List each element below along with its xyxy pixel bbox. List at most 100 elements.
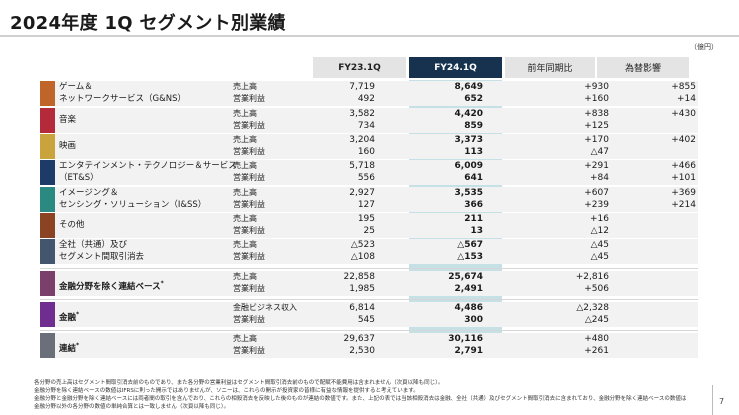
footnote-marker: *: [76, 342, 80, 349]
value-yoy: +291: [584, 161, 609, 171]
summary-label-text: 金融: [59, 312, 77, 323]
value-fy23: △523: [350, 240, 375, 250]
value-fx: +369: [671, 188, 696, 198]
segment-color-bar: [40, 134, 55, 159]
unit-label: （億円）: [690, 43, 718, 51]
summary-band: [40, 333, 698, 358]
metric-label: 売上高: [233, 214, 257, 223]
segment-band: [40, 81, 698, 106]
value-fy23: 6,814: [349, 303, 375, 313]
summary-label-text: 連結: [59, 343, 77, 354]
footnote-2: 金融分野を除く連結ベースの数値はIFRSに則った開示ではありませんが、ソニーは、…: [34, 388, 419, 394]
metric-label: 営業利益: [233, 147, 265, 156]
value-fy23: 492: [357, 94, 375, 104]
metric-label: 売上高: [233, 109, 257, 118]
metric-label: 売上高: [233, 188, 257, 197]
value-yoy: △2,328: [576, 303, 609, 313]
value-fy24: 3,535: [454, 188, 483, 198]
value-fy24: 211: [464, 214, 483, 224]
summary-divider: [40, 330, 698, 331]
value-yoy: +84: [590, 173, 609, 183]
summary-color-bar: [40, 333, 55, 358]
value-fy24: 30,116: [448, 334, 483, 344]
value-fy23: 22,858: [343, 272, 376, 282]
value-fy24: 25,674: [448, 272, 483, 282]
segment-color-bar: [40, 160, 55, 185]
footnote-4: 金融分野以外の各分野の数値の単純合算とは一致しません（次頁以降も同じ）。: [34, 404, 230, 410]
segment-label: 映画: [59, 141, 77, 151]
value-fy23: 556: [357, 173, 375, 183]
summary-label: 金融*: [59, 308, 79, 325]
value-fy23: 545: [357, 315, 375, 325]
value-yoy: +480: [584, 334, 609, 344]
segment-label: 音楽: [59, 115, 77, 125]
segment-label: 全社（共通）及び: [59, 240, 128, 250]
column-header-fy24: FY24.1Q: [409, 57, 502, 78]
segment-band: [40, 108, 698, 133]
footnote-3: 金融分野と金融分野を除く連結ベースには両者間の取引を含んでおり、これらの相殺消去…: [34, 396, 687, 402]
summary-label: 連結*: [59, 339, 79, 356]
value-fy24: 4,420: [454, 109, 483, 119]
value-yoy: +170: [584, 135, 609, 145]
value-fy23: 127: [357, 200, 375, 210]
segment-label-line2: センシング・ソリューション（I&SS）: [59, 200, 207, 210]
footnote-marker: *: [160, 280, 164, 287]
metric-label: 営業利益: [233, 346, 265, 355]
value-fx: +14: [677, 94, 696, 104]
value-yoy: +607: [584, 188, 609, 198]
value-fy24: 2,791: [454, 346, 483, 356]
value-fy23: 1,985: [349, 284, 375, 294]
column-header-fy23: FY23.1Q: [313, 57, 406, 78]
value-fy24: 859: [464, 121, 483, 131]
value-fy23: △108: [350, 252, 375, 262]
value-fy23: 160: [357, 147, 375, 157]
metric-label: 営業利益: [233, 315, 265, 324]
summary-color-bar: [40, 271, 55, 296]
value-yoy: △245: [584, 315, 609, 325]
value-yoy: +16: [590, 214, 609, 224]
summary-label: 金融分野を除く連結ベース*: [59, 277, 164, 294]
value-fy24: 2,491: [454, 284, 483, 294]
value-fy24: 366: [464, 200, 483, 210]
metric-label: 営業利益: [233, 226, 265, 235]
value-yoy: △47: [590, 147, 609, 157]
value-yoy: △45: [590, 252, 609, 262]
page-title: 2024年度 1Q セグメント別業績: [10, 13, 286, 34]
segment-color-bar: [40, 81, 55, 106]
value-fy23: 29,637: [343, 334, 376, 344]
value-yoy: △12: [590, 226, 609, 236]
value-fy24: 113: [464, 147, 483, 157]
summary-label-text: 金融分野を除く連結ベース: [59, 281, 161, 292]
value-fy24: 4,486: [454, 303, 483, 313]
value-fy23: 7,719: [349, 82, 375, 92]
value-yoy: △45: [590, 240, 609, 250]
value-yoy: +838: [584, 109, 609, 119]
value-fy23: 2,927: [349, 188, 375, 198]
segment-color-bar: [40, 239, 55, 264]
value-fy24: 6,009: [454, 161, 483, 171]
value-fy24: 652: [464, 94, 483, 104]
summary-color-bar: [40, 302, 55, 327]
metric-label: 営業利益: [233, 200, 265, 209]
value-fy24: 300: [464, 315, 483, 325]
segment-band: [40, 213, 698, 238]
summary-band: [40, 302, 698, 327]
segment-color-bar: [40, 213, 55, 238]
metric-label: 営業利益: [233, 252, 265, 261]
metric-label: 売上高: [233, 82, 257, 91]
value-fy23: 2,530: [349, 346, 375, 356]
value-fy24: 13: [470, 226, 483, 236]
value-fy23: 5,718: [349, 161, 375, 171]
value-yoy: +930: [584, 82, 609, 92]
value-yoy: +506: [584, 284, 609, 294]
value-fx: +855: [671, 82, 696, 92]
value-fx: +430: [671, 109, 696, 119]
metric-label: 営業利益: [233, 94, 265, 103]
metric-label: 営業利益: [233, 284, 265, 293]
page-number-divider: [712, 385, 713, 415]
segment-color-bar: [40, 187, 55, 212]
summary-divider: [40, 268, 698, 269]
value-fy24: 641: [464, 173, 483, 183]
value-fy24: 3,373: [454, 135, 483, 145]
value-fy24: △567: [457, 240, 483, 250]
